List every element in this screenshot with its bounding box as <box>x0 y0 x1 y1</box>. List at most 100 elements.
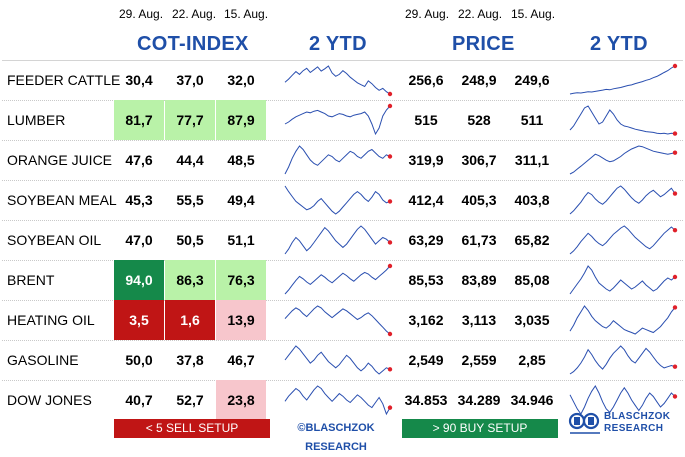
price-value-cell: 34.946 <box>510 392 554 408</box>
price-value-cell: 83,89 <box>461 272 497 288</box>
price-value-cell: 2,85 <box>518 352 546 368</box>
price-title: PRICE <box>452 33 515 55</box>
cot-value-cell: 30,4 <box>125 72 153 88</box>
price-sparkline-last-point <box>672 63 678 69</box>
cot-sparkline-line <box>284 305 391 335</box>
price-sparkline-line <box>569 385 676 415</box>
price-sparkline-last-point <box>672 364 678 369</box>
cot-value-cell: 44,4 <box>176 152 204 168</box>
price-sparkline-line <box>569 105 676 135</box>
cot-value-cell: 47,0 <box>125 232 153 248</box>
price-sparkline-last-point <box>672 274 678 280</box>
price-value-cell: 34.289 <box>457 392 501 408</box>
cot-value-cell: 50,5 <box>176 232 204 248</box>
cot-sparkline-last-point <box>387 154 393 159</box>
cot-sparkline-last-point <box>387 91 393 97</box>
price-value-cell: 403,8 <box>514 192 550 208</box>
cot-sparkline-line <box>284 225 391 255</box>
copyright-credit: ©BLASCHZOK RESEARCH <box>297 422 375 453</box>
cot-value-cell: 86,3 <box>165 260 215 300</box>
price-sparkline <box>569 265 678 295</box>
cot-date-1: 29. Aug. <box>119 7 164 21</box>
price-date-2: 22. Aug. <box>458 7 503 21</box>
cot-sparkline-line <box>284 345 391 375</box>
price-sparkline-line <box>569 265 676 295</box>
cot-sparkline <box>284 103 393 136</box>
cot-value-cell: 94,0 <box>114 260 164 300</box>
price-sparkline-line <box>569 305 676 335</box>
row-divider <box>2 180 683 181</box>
price-sparkline-line <box>569 185 676 215</box>
cot-sparkline-line <box>284 185 391 215</box>
cot-sparkline-last-point <box>387 367 393 372</box>
row-label: BRENT <box>7 272 55 288</box>
row-label: SOYBEAN MEAL <box>7 192 117 208</box>
cot-sparkline <box>284 385 393 416</box>
cot-sparkline-line <box>284 65 391 95</box>
price-sparkline <box>569 145 678 175</box>
price-value-cell: 2,559 <box>461 352 497 368</box>
price-value-cell: 319,9 <box>408 152 444 168</box>
cot-sparkline-last-point <box>387 103 393 109</box>
cot-value-cell: 37,8 <box>176 352 204 368</box>
cot-sparkline <box>284 345 393 375</box>
cot-value-cell: 76,3 <box>216 260 266 300</box>
row-label: ORANGE JUICE <box>7 152 113 168</box>
cot-sparkline-last-point <box>387 199 393 204</box>
price-date-3: 15. Aug. <box>511 7 556 21</box>
cot-date-2: 22. Aug. <box>172 7 217 21</box>
cot-value-cell: 45,3 <box>125 192 153 208</box>
price-value-cell: 306,7 <box>461 152 497 168</box>
logo-line-1: BLASCHZOK <box>604 411 671 422</box>
cot-sparkline <box>284 263 393 295</box>
price-sparkline-line <box>569 345 676 375</box>
price-value-cell: 63,29 <box>408 232 444 248</box>
price-sparkline-line <box>569 65 676 95</box>
row-label: HEATING OIL <box>7 312 95 328</box>
cot-sparkline <box>284 305 393 337</box>
sell-setup-legend: < 5 SELL SETUP <box>114 419 270 438</box>
cot-sparkline-last-point <box>387 263 393 269</box>
price-ytd-title: 2 YTD <box>590 33 648 55</box>
cot-value-cell: 3,5 <box>114 300 164 340</box>
row-divider <box>2 220 683 221</box>
price-sparkline <box>569 225 678 255</box>
cot-value-cell: 49,4 <box>227 192 255 208</box>
price-sparkline-last-point <box>672 394 678 399</box>
cot-value-cell: 37,0 <box>176 72 204 88</box>
cot-sparkline <box>284 145 393 175</box>
cot-ytd-title: 2 YTD <box>309 33 367 55</box>
cot-value-cell: 52,7 <box>176 392 204 408</box>
cot-value-cell: 77,7 <box>165 100 215 140</box>
price-sparkline-last-point <box>672 227 678 233</box>
row-label: LUMBER <box>7 112 66 128</box>
price-value-cell: 311,1 <box>514 152 550 168</box>
price-value-cell: 249,6 <box>514 72 550 88</box>
blaschzok-logo: BLASCHZOK RESEARCH <box>568 408 683 438</box>
price-date-1: 29. Aug. <box>405 7 450 21</box>
row-label: GASOLINE <box>7 352 79 368</box>
price-value-cell: 412,4 <box>408 192 444 208</box>
price-value-cell: 65,82 <box>514 232 550 248</box>
price-value-cell: 85,53 <box>408 272 444 288</box>
cot-sparkline-line <box>284 385 391 416</box>
price-value-cell: 256,6 <box>408 72 444 88</box>
price-sparkline <box>569 385 678 415</box>
row-divider <box>2 340 683 341</box>
price-value-cell: 61,73 <box>461 232 497 248</box>
price-sparkline <box>569 105 678 136</box>
cot-index-title: COT-INDEX <box>137 33 249 55</box>
cot-sparkline <box>284 65 393 97</box>
cot-value-cell: 46,7 <box>227 352 255 368</box>
cot-value-cell: 1,6 <box>165 300 215 340</box>
price-value-cell: 515 <box>414 112 438 128</box>
row-divider <box>2 300 683 301</box>
cot-sparkline-last-point <box>387 240 393 245</box>
row-divider <box>2 260 683 261</box>
row-label: DOW JONES <box>7 392 92 408</box>
row-divider <box>2 140 683 141</box>
cot-sparkline-line <box>284 105 391 136</box>
cot-value-cell: 47,6 <box>125 152 153 168</box>
cot-value-cell: 55,5 <box>176 192 204 208</box>
cot-sparkline-last-point <box>387 405 393 410</box>
